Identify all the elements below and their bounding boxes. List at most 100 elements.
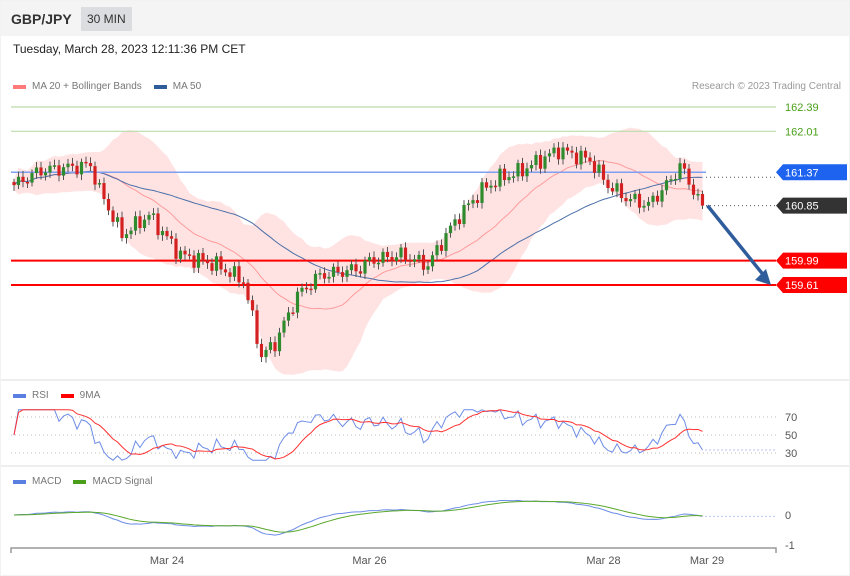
candle [682, 163, 687, 169]
legend-swatch-signal [73, 479, 87, 484]
candle [52, 165, 57, 167]
forecast-arrowhead [755, 269, 771, 286]
candle [115, 217, 120, 222]
candle [628, 199, 633, 202]
candle [381, 251, 385, 263]
candle [394, 257, 399, 261]
candle [534, 154, 538, 166]
candle [700, 193, 705, 206]
candle [201, 253, 205, 261]
candle [30, 173, 34, 183]
copyright: Research © 2023 Trading Central [691, 81, 841, 92]
candle [592, 161, 597, 173]
candle [151, 213, 156, 215]
candle [610, 187, 615, 192]
candle [642, 205, 646, 208]
candle [318, 273, 322, 275]
candle [124, 234, 129, 239]
legend-label: RSI [32, 390, 49, 401]
candle [385, 251, 390, 258]
candle [304, 287, 309, 290]
candle [142, 219, 147, 228]
candle [574, 152, 579, 165]
candle [624, 198, 628, 202]
timestamp: Tuesday, March 28, 2023 12:11:36 PM CET [13, 42, 246, 56]
candle [615, 183, 619, 192]
candle [588, 157, 592, 162]
candle [484, 182, 489, 188]
candle [439, 245, 444, 251]
forecast-arrow [706, 204, 767, 279]
candle [106, 198, 111, 211]
candle [669, 179, 673, 181]
candle [84, 161, 88, 164]
timeframe-button[interactable]: 30 MIN [81, 7, 132, 31]
candle [219, 256, 223, 270]
candle [403, 247, 408, 260]
candle [367, 257, 372, 261]
candle [169, 236, 174, 239]
candle [187, 254, 192, 256]
candle [165, 230, 169, 237]
candle [246, 282, 250, 301]
candle [156, 213, 160, 236]
candle [178, 250, 183, 259]
candle [210, 263, 214, 271]
candle [498, 168, 502, 187]
candle [102, 183, 106, 199]
legend-swatch-bollinger [13, 84, 26, 89]
candle [570, 150, 574, 153]
candle [363, 260, 367, 274]
candle [25, 181, 30, 184]
candle [691, 184, 696, 195]
candle [525, 168, 529, 177]
bollinger-band [14, 127, 703, 375]
candle [174, 238, 178, 259]
candle [529, 165, 534, 169]
candle [547, 153, 552, 157]
candle [633, 193, 637, 200]
candle [579, 150, 583, 165]
rsi-tick-label: 50 [785, 430, 797, 442]
candle [511, 176, 516, 178]
level-pivot-tag [776, 164, 847, 181]
candle [228, 272, 232, 277]
candle [601, 164, 606, 180]
candle [291, 312, 295, 314]
x-tick-label: Mar 26 [352, 555, 386, 567]
candle [502, 168, 507, 181]
candle [336, 266, 340, 273]
candle [273, 342, 277, 352]
rsi-tick-label: 70 [785, 412, 797, 424]
candle [183, 250, 187, 255]
candle [412, 259, 417, 262]
candle [417, 254, 421, 260]
rsi-legend: RSI 9MA [13, 390, 100, 401]
level-resistance-label: 162.01 [785, 126, 819, 138]
candle [192, 255, 196, 268]
rsi-line [13, 409, 703, 461]
rsi-ma-line [13, 409, 703, 460]
candle [565, 147, 570, 151]
candle [57, 165, 61, 176]
candle [448, 225, 453, 234]
candle [354, 264, 358, 272]
candle [88, 163, 93, 167]
macd-tick-label: -1 [785, 540, 795, 552]
candle [475, 200, 480, 203]
candle [543, 156, 547, 169]
candle [349, 264, 354, 271]
candle [462, 204, 466, 225]
candle [471, 200, 475, 204]
level-support-label: 159.99 [785, 256, 819, 268]
candle [358, 271, 363, 274]
candle [376, 262, 381, 265]
candle [295, 291, 300, 313]
candle [237, 266, 241, 283]
candle [340, 272, 345, 277]
candle [507, 177, 511, 181]
header: GBP/JPY 30 MIN [1, 1, 849, 36]
candle [637, 193, 642, 208]
